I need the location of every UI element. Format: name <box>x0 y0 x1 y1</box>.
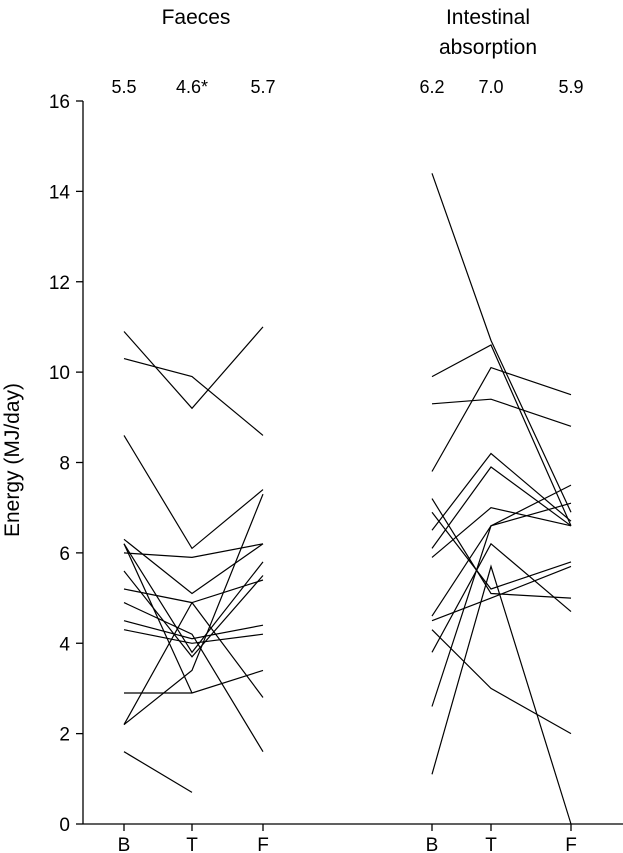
subject-series-line <box>123 543 193 694</box>
y-tick-label: 10 <box>49 363 70 384</box>
subject-series-line <box>124 669 264 694</box>
subject-series-line <box>123 629 264 644</box>
x-tick-label: T <box>186 835 198 853</box>
subject-series-line <box>431 507 572 558</box>
subject-series-line <box>123 493 264 726</box>
y-tick-label: 0 <box>59 815 70 836</box>
mean-label: 4.6* <box>176 77 208 97</box>
mean-label: 5.5 <box>111 77 136 97</box>
panel-title: absorption <box>439 36 537 59</box>
chart-panels: Faeces 5.5 4.6* 5.7 B T F Intestinal absorption 6… <box>111 6 583 853</box>
subject-series-line <box>123 602 264 753</box>
mean-label: 5.7 <box>250 77 275 97</box>
subject-series-line <box>431 511 572 590</box>
panel-2: Intestinal absorption 6.2 7.0 5.9 B T F <box>419 6 583 853</box>
subject-series-line <box>431 398 572 427</box>
x-tick-label: B <box>118 835 131 853</box>
subject-series-line <box>431 629 572 735</box>
subject-series-line <box>431 466 572 549</box>
y-tick-label: 14 <box>49 182 71 203</box>
subject-series-line <box>431 344 572 527</box>
subject-series-line <box>123 543 264 654</box>
subject-series-line <box>123 538 264 595</box>
subject-series-line <box>123 751 193 793</box>
subject-series-line <box>123 435 264 550</box>
subject-series-line <box>431 366 572 472</box>
y-tick-label: 6 <box>59 544 70 565</box>
y-tick-label: 2 <box>59 725 70 746</box>
panel-title: Intestinal <box>446 6 530 29</box>
subject-series-line <box>123 570 264 658</box>
y-axis-ticks: 0 2 4 6 8 10 12 14 16 <box>49 92 83 836</box>
subject-series-line <box>431 564 572 825</box>
subject-series-line <box>123 358 264 436</box>
x-tick-label: F <box>565 835 577 853</box>
y-tick-label: 16 <box>49 92 70 113</box>
subject-series-line <box>431 498 572 599</box>
x-tick-label: F <box>257 835 269 853</box>
y-tick-label: 4 <box>59 634 70 655</box>
y-axis-label: Energy (MJ/day) <box>1 383 24 537</box>
x-tick-label: T <box>485 835 497 853</box>
mean-label: 5.9 <box>558 77 583 97</box>
x-tick-label: B <box>426 835 439 853</box>
panel-title: Faeces <box>162 6 231 29</box>
subject-series-line <box>123 543 264 559</box>
subject-series-line <box>431 502 572 707</box>
mean-label: 6.2 <box>419 77 444 97</box>
y-tick-label: 12 <box>49 273 70 294</box>
subject-series-line <box>431 173 572 513</box>
subject-series-line <box>123 579 264 725</box>
subject-series-line <box>431 542 572 653</box>
mean-label: 7.0 <box>478 77 503 97</box>
subject-series-line <box>431 565 572 622</box>
y-tick-label: 8 <box>59 454 70 475</box>
subject-series-line <box>123 326 264 410</box>
panel-1: Faeces 5.5 4.6* 5.7 B T F <box>111 6 275 853</box>
subject-series-line <box>123 620 264 640</box>
